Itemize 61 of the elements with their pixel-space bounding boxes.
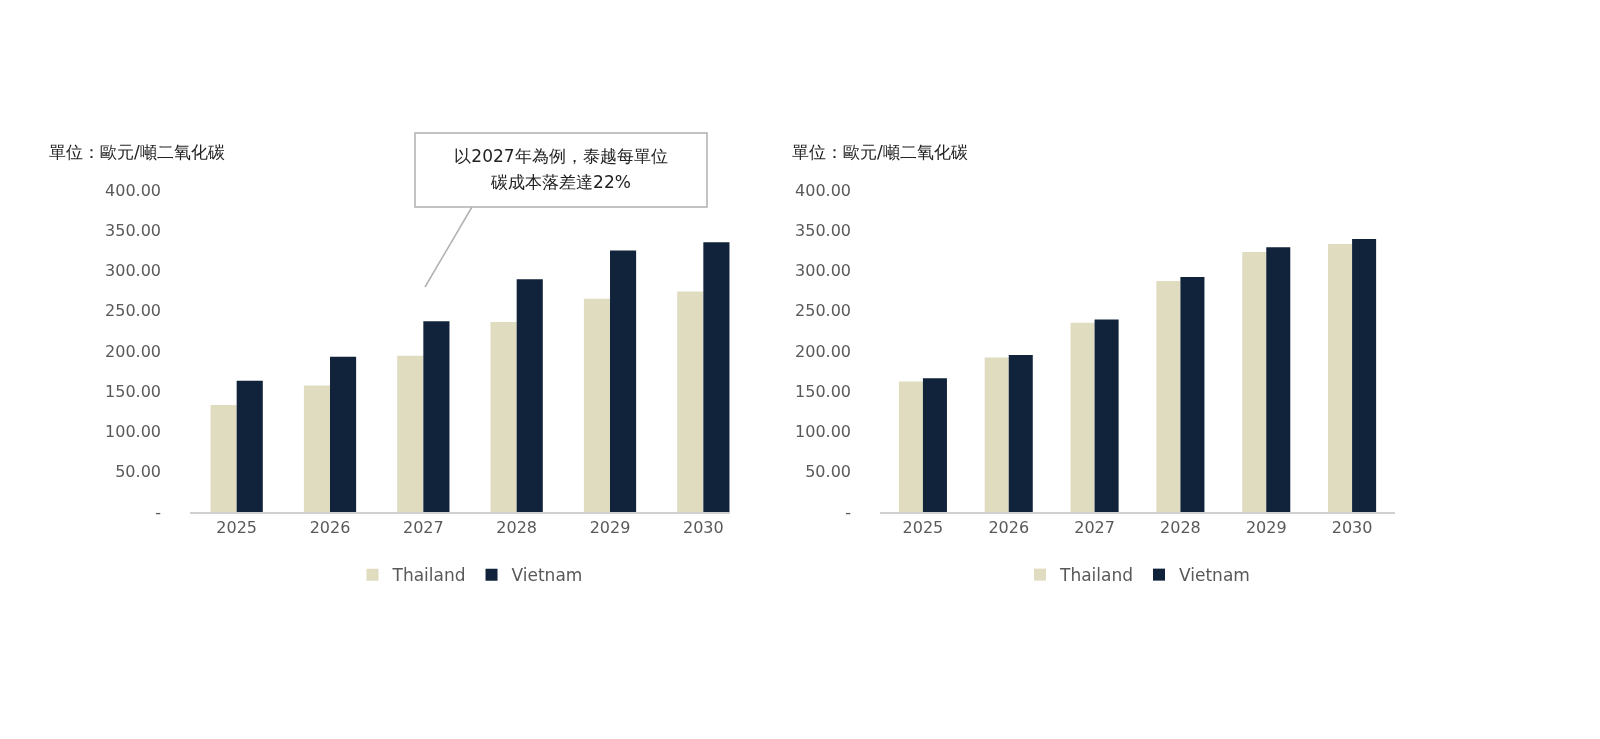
bar <box>1180 276 1205 512</box>
x-tick-label: 2029 <box>1245 518 1287 538</box>
legend-label: Thailand <box>391 565 466 586</box>
y-tick-label: - <box>155 502 161 522</box>
bar <box>1242 251 1267 512</box>
x-tick-label: 2027 <box>402 518 444 538</box>
y-tick-label: 50.00 <box>805 462 851 482</box>
y-tick-label: 50.00 <box>115 462 161 482</box>
y-tick-label: 300.00 <box>105 261 161 281</box>
bar <box>610 250 637 512</box>
y-tick-label: 100.00 <box>105 422 161 442</box>
bar <box>423 321 450 512</box>
y-axis-title: 單位：歐元/噸二氧化碳 <box>49 142 225 162</box>
bar <box>1352 239 1377 512</box>
x-tick-label: 2030 <box>682 518 724 538</box>
bar <box>490 322 517 512</box>
y-tick-label: 100.00 <box>795 422 851 442</box>
bar <box>1094 319 1119 512</box>
x-tick-label: 2028 <box>1160 518 1201 538</box>
bar <box>898 381 923 512</box>
y-tick-label: 250.00 <box>795 301 851 321</box>
y-tick-label: 150.00 <box>795 381 851 401</box>
y-tick-label: 350.00 <box>795 220 851 240</box>
bar <box>1156 280 1181 512</box>
bar <box>583 298 610 512</box>
legend-label: Vietnam <box>511 565 583 586</box>
x-tick-label: 2029 <box>589 518 631 538</box>
x-tick-label: 2025 <box>902 518 944 538</box>
bar <box>922 378 947 512</box>
x-tick-label: 2026 <box>309 518 351 538</box>
bar <box>984 357 1009 512</box>
bar <box>1328 243 1353 512</box>
y-tick-label: 400.00 <box>795 180 851 200</box>
annotation: 以2027年為例，泰越每單位碳成本落差達22% <box>415 133 707 206</box>
bar <box>236 380 263 512</box>
y-tick-label: 350.00 <box>105 220 161 240</box>
bar <box>516 279 543 512</box>
y-axis-title: 單位：歐元/噸二氧化碳 <box>792 142 968 162</box>
bar <box>330 356 357 512</box>
y-tick-label: 250.00 <box>105 301 161 321</box>
x-tick-label: 2025 <box>216 518 258 538</box>
bar <box>1008 355 1033 512</box>
bar <box>677 291 704 512</box>
x-tick-label: 2030 <box>1331 518 1373 538</box>
bar <box>303 385 330 512</box>
bar <box>1266 247 1291 512</box>
y-tick-label: 200.00 <box>105 341 161 361</box>
legend-label: Vietnam <box>1179 565 1250 586</box>
x-tick-label: 2028 <box>496 518 538 538</box>
y-tick-label: 200.00 <box>795 341 851 361</box>
bar <box>397 355 424 512</box>
y-tick-label: - <box>845 502 851 522</box>
y-tick-label: 150.00 <box>105 381 161 401</box>
y-tick-label: 400.00 <box>105 180 161 200</box>
legend-label: Thailand <box>1059 565 1134 586</box>
y-tick-label: 300.00 <box>795 261 851 281</box>
bar <box>210 404 237 512</box>
x-tick-label: 2026 <box>988 518 1030 538</box>
bar <box>703 242 730 512</box>
x-tick-label: 2027 <box>1074 518 1115 538</box>
bar <box>1070 322 1095 512</box>
